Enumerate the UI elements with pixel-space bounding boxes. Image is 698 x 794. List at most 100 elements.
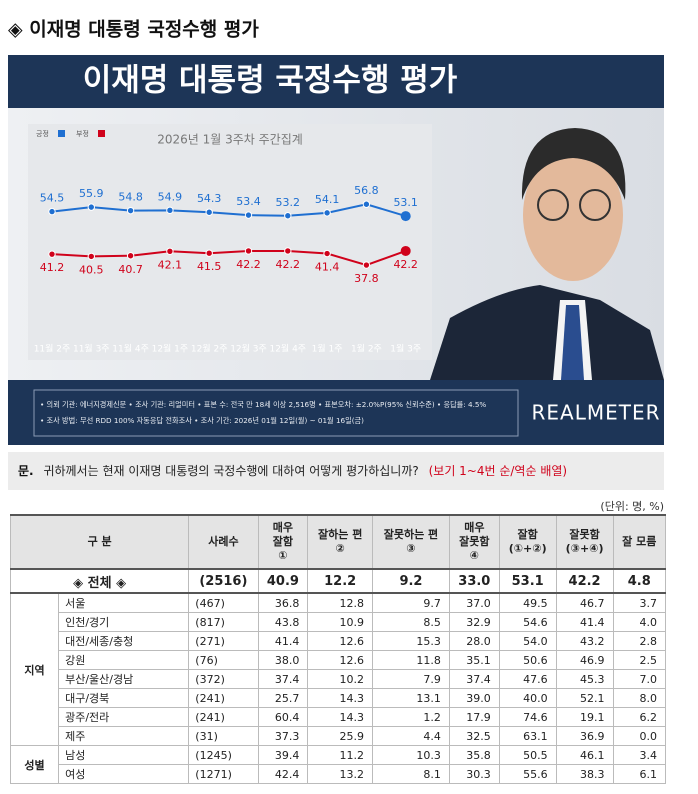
table-cell: 12.6 [307, 650, 373, 670]
table-row: 지역 서울 (467) 36.8 12.8 9.7 37.0 49.5 46.7 3.7 [9, 592, 667, 746]
table-row: ◈ 전체 ◈ (2516) 40.9 12.2 9.2 33.0 53.1 42.2 4.8 [9, 568, 667, 594]
x-tick-label: 12월 4주 [269, 343, 306, 355]
value-label: 42.2 [393, 258, 418, 271]
header-line: ② [335, 542, 345, 555]
table-cell: 50.6 [498, 650, 557, 670]
table-cell: (2516) [188, 568, 259, 594]
table-cell: (76) [188, 650, 259, 670]
table-row: 성별 남성 (1245) 39.4 11.2 10.3 35.8 50.5 46.1 3.4 [9, 745, 667, 784]
table-cell: 7.0 [612, 669, 667, 689]
legend-label: 부정 [76, 129, 89, 138]
series-line [51, 249, 407, 267]
table-cell: 강원 [58, 650, 190, 670]
table-cell: 36.9 [555, 726, 614, 746]
point [362, 200, 371, 208]
table-cell: 35.1 [448, 650, 500, 670]
results-table: 구 분 사례수 매우 잘함 ① 잘하는 편 ② 잘못하는 편 ③ 매우 잘못함 ④ 잘함 (①+②) 잘못함… [9, 514, 667, 784]
header-line: 잘함 [272, 535, 294, 548]
legend-swatch [58, 130, 65, 137]
table-cell: (467) [188, 592, 259, 613]
x-tick-label: 1월 3주 [390, 343, 421, 355]
table-cell: 인천/경기 [58, 612, 190, 632]
table-cell: 8.1 [371, 764, 450, 784]
value-label: 53.1 [393, 196, 418, 209]
table-cell: (241) [188, 707, 259, 727]
point [166, 247, 174, 255]
value-label: 56.8 [354, 184, 379, 197]
table-cell: 28.0 [448, 631, 500, 651]
point [126, 252, 135, 260]
table-cell: 55.6 [498, 764, 557, 784]
table-cell: 45.3 [555, 669, 614, 689]
table-cell: 0.0 [612, 726, 667, 746]
table-cell: 46.7 [555, 592, 614, 613]
point [166, 206, 174, 215]
point [48, 207, 56, 216]
table-cell: 37.4 [448, 669, 500, 689]
table-cell: 12.6 [307, 631, 373, 651]
table-cell: 대전/세종/충청 [58, 631, 190, 651]
unit: (단위: 명, %) [600, 500, 664, 513]
question: 문. 귀하께서는 현재 이재명 대통령의 국정수행에 대하여 어떻게 평가하십니… [18, 463, 567, 478]
table-cell: 9.7 [371, 592, 450, 613]
header-line: ① [278, 549, 288, 562]
table-cell: 47.6 [498, 669, 557, 689]
banner-title: 이재명 대통령 국정수행 평가 [83, 63, 458, 99]
header-line: (③+④) [565, 542, 604, 555]
header-line: 구 분 [87, 535, 112, 548]
note-line: • 의뢰 기관: 에너지경제신문 • 조사 기관: 리얼미터 • 표본 수: 전… [40, 400, 486, 409]
table-cell: 39.4 [257, 745, 309, 765]
value-label: 41.4 [315, 261, 340, 274]
header-line: 잘하는 편 [318, 528, 363, 541]
value-label: 41.5 [197, 260, 222, 273]
point [323, 209, 331, 217]
header-line: 매우 [464, 521, 485, 534]
header-line: 사례수 [208, 535, 239, 548]
table-cell: 52.1 [555, 688, 614, 708]
value-label: 54.1 [315, 193, 340, 206]
table-cell: 25.9 [307, 726, 373, 746]
table-cell: 54.6 [498, 612, 557, 632]
table-cell: 74.6 [498, 707, 557, 727]
table-cell: 46.9 [555, 650, 614, 670]
table-cell: 9.2 [371, 568, 450, 594]
table-cell: 사례수 [188, 514, 259, 570]
table-cell: 54.0 [498, 631, 557, 651]
x-tick-label: 12월 2주 [191, 343, 228, 355]
note-line: • 조사 방법: 무선 RDD 100% 자동응답 전화조사 • 조사 기간: … [40, 416, 364, 425]
table-cell: 남성 [58, 745, 190, 765]
table-cell: 잘못함 (③+④) [555, 514, 614, 570]
table-cell: 38.3 [555, 764, 614, 784]
table-row: 대구/경북 (241) 25.7 14.3 13.1 39.0 40.0 52.1 8.0 [11, 688, 667, 708]
value-label: 54.9 [158, 190, 183, 203]
point [126, 206, 135, 215]
question-text: 귀하께서는 현재 이재명 대통령의 국정수행에 대하여 어떻게 평가하십니까? [43, 463, 418, 478]
question-box [8, 452, 664, 490]
notes-box [33, 389, 519, 437]
value-label: 54.5 [40, 192, 65, 205]
table-cell: 36.8 [257, 592, 309, 613]
table-cell: 32.5 [448, 726, 500, 746]
report-graphic: ◈ 이재명 대통령 국정수행 평가 이재명 대통령 국정수행 평가 2026년 … [8, 19, 664, 513]
table-cell: 43.8 [257, 612, 309, 632]
table-cell: 37.4 [257, 669, 309, 689]
table-cell: 11.2 [307, 745, 373, 765]
table-cell: 6.2 [612, 707, 667, 727]
x-tick-label: 1월 2주 [351, 343, 382, 355]
question-prefix: 문. [18, 464, 34, 478]
point [87, 203, 96, 211]
table-row: 제주 (31) 37.3 25.9 4.4 32.5 63.1 36.9 0.0 [11, 726, 667, 746]
chart-subtitle: 2026년 1월 3주차 주간집계 [157, 133, 303, 147]
header-line: 잘못함 [569, 528, 600, 541]
table-cell: 2.8 [612, 631, 667, 651]
table-cell: 8.0 [612, 688, 667, 708]
table-cell: 53.1 [498, 568, 557, 594]
table-cell: 33.0 [448, 568, 500, 594]
point [284, 247, 292, 255]
table-cell: (271) [188, 631, 259, 651]
table-cell: 10.3 [371, 745, 450, 765]
table-cell: 11.8 [371, 650, 450, 670]
table-cell: 32.9 [448, 612, 500, 632]
legend-swatch [98, 130, 105, 137]
table-cell: 매우 잘함 ① [257, 514, 309, 570]
